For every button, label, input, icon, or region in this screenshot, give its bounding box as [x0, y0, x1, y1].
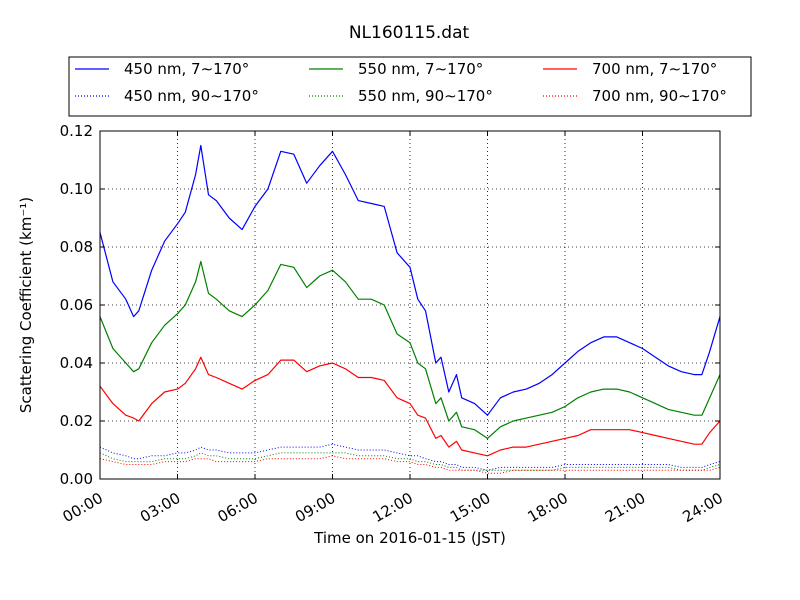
y-tick-label: 0.12 [60, 122, 93, 140]
legend-label: 550 nm, 90∼170° [358, 87, 493, 105]
x-axis-label: Time on 2016-01-15 (JST) [313, 529, 506, 547]
series-layer [99, 144, 721, 474]
series-line-6 [99, 455, 721, 474]
series-line-5 [99, 356, 721, 457]
legend-label: 550 nm, 7∼170° [358, 60, 483, 78]
grid-lines [100, 131, 720, 479]
y-axis-label: Scattering Coefficient (km⁻¹) [17, 197, 35, 413]
legend-label: 700 nm, 90∼170° [592, 87, 727, 105]
x-tick-label: 09:00 [292, 489, 338, 526]
x-tick-label: 00:00 [60, 489, 106, 526]
x-tick-label: 15:00 [447, 489, 493, 526]
legend-label: 450 nm, 90∼170° [124, 87, 259, 105]
y-tick-label: 0.00 [60, 470, 93, 488]
x-tick-label: 03:00 [137, 489, 183, 526]
legend-label: 700 nm, 7∼170° [592, 60, 717, 78]
x-tick-label: 21:00 [602, 489, 648, 526]
y-tick-label: 0.10 [60, 180, 93, 198]
y-tick-label: 0.06 [60, 296, 93, 314]
x-tick-label: 24:00 [680, 489, 726, 526]
legend: 450 nm, 7∼170° 550 nm, 7∼170° 700 nm, 7∼17… [68, 56, 752, 117]
series-line-4 [99, 452, 721, 471]
x-tick-label: 12:00 [370, 489, 416, 526]
series-line-3 [99, 260, 721, 439]
series-line-2 [99, 443, 721, 471]
chart-title: NL160115.dat [349, 23, 470, 43]
y-tick-label: 0.08 [60, 238, 93, 256]
series-line-1 [99, 144, 721, 416]
x-tick-label: 18:00 [525, 489, 571, 526]
plot-area: 00:00 03:00 06:00 09:00 12:00 15:00 18:00 21:00… [60, 122, 726, 526]
y-tick-label: 0.04 [60, 354, 93, 372]
x-tick-label: 06:00 [215, 489, 261, 526]
y-tick-label: 0.02 [60, 412, 93, 430]
legend-box [68, 56, 752, 117]
legend-label: 450 nm, 7∼170° [124, 60, 249, 78]
